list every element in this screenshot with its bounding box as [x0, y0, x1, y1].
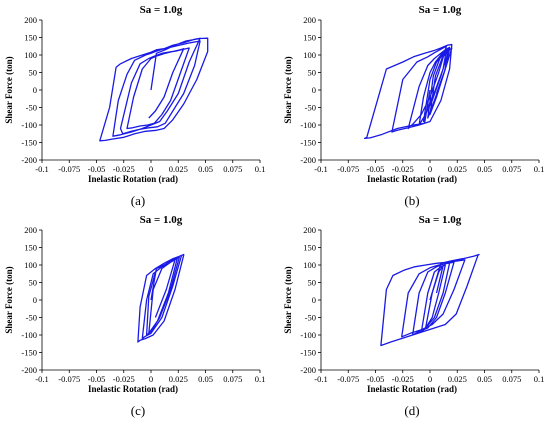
x-tick-label: 0.075 — [502, 374, 521, 384]
y-tick-label: 50 — [308, 278, 317, 288]
y-tick-label: 200 — [24, 15, 37, 25]
x-tick-label: 0.05 — [477, 374, 492, 384]
y-axis-label: Shear Force (ton) — [4, 56, 14, 123]
y-tick-label: 0 — [312, 295, 316, 305]
x-axis-label: Inelastic Rotation (rad) — [367, 384, 457, 394]
hysteresis-series-line — [380, 253, 480, 347]
x-tick-label: 0.025 — [448, 374, 467, 384]
y-tick-label: -50 — [26, 103, 37, 113]
y-tick-label: -150 — [300, 138, 316, 148]
y-tick-label: 200 — [303, 15, 316, 25]
x-tick-label: -0.025 — [113, 374, 135, 384]
y-tick-label: -200 — [300, 365, 316, 375]
x-tick-label: -0.075 — [337, 164, 359, 174]
panel-label: (d) — [404, 403, 419, 418]
y-tick-label: -100 — [300, 330, 316, 340]
x-tick-label: 0.1 — [534, 164, 545, 174]
x-tick-label: 0.075 — [502, 164, 521, 174]
y-tick-label: -50 — [305, 103, 316, 113]
chart-title: Sa = 1.0g — [140, 4, 183, 16]
chart-title: Sa = 1.0g — [140, 214, 183, 226]
y-tick-label: 0 — [33, 295, 37, 305]
y-tick-label: 100 — [303, 50, 316, 60]
x-tick-label: -0.1 — [314, 164, 327, 174]
x-axis-label: Inelastic Rotation (rad) — [88, 384, 178, 394]
hysteresis-series-line — [363, 43, 453, 139]
x-tick-label: 0.05 — [198, 164, 213, 174]
y-tick-label: -150 — [21, 348, 37, 358]
y-tick-label: -150 — [300, 348, 316, 358]
y-axis-label: Shear Force (ton) — [4, 266, 14, 333]
x-tick-label: 0.025 — [448, 164, 467, 174]
y-tick-label: 50 — [29, 278, 38, 288]
panel-label: (b) — [404, 193, 419, 208]
x-tick-label: 0 — [428, 164, 432, 174]
y-tick-label: 150 — [24, 243, 37, 253]
x-tick-label: 0.05 — [198, 374, 213, 384]
y-tick-label: 50 — [29, 68, 38, 78]
x-tick-label: 0.075 — [223, 164, 242, 174]
chart-panel-3: 200 150 100 50 0 -50 -100 -150 -200-0.1 -0.075 -0.… — [4, 214, 265, 418]
x-tick-label: 0 — [149, 374, 153, 384]
chart-panel-4: 200 150 100 50 0 -50 -100 -150 -200-0.1 -0.075 -0.… — [283, 214, 544, 418]
x-tick-label: -0.075 — [58, 164, 80, 174]
y-tick-label: -200 — [21, 365, 37, 375]
y-tick-label: 0 — [33, 85, 37, 95]
y-tick-label: -100 — [21, 330, 37, 340]
x-tick-label: -0.075 — [58, 374, 80, 384]
y-tick-label: -200 — [300, 155, 316, 165]
x-tick-label: -0.025 — [392, 374, 414, 384]
x-tick-label: 0.025 — [169, 374, 188, 384]
hysteresis-series-line — [137, 253, 185, 343]
y-tick-label: -50 — [26, 313, 37, 323]
x-tick-label: 0.05 — [477, 164, 492, 174]
x-axis-label: Inelastic Rotation (rad) — [367, 174, 457, 184]
x-tick-label: 0 — [149, 164, 153, 174]
x-tick-label: -0.05 — [367, 164, 385, 174]
y-tick-label: 50 — [308, 68, 317, 78]
y-axis-label: Shear Force (ton) — [283, 56, 293, 123]
x-tick-label: -0.05 — [88, 164, 106, 174]
y-tick-label: -100 — [300, 120, 316, 130]
panel-label: (a) — [131, 193, 145, 208]
chart-title: Sa = 1.0g — [419, 214, 462, 226]
y-tick-label: 150 — [303, 243, 316, 253]
y-tick-label: -100 — [21, 120, 37, 130]
panel-label: (c) — [131, 403, 145, 418]
x-tick-label: -0.075 — [337, 374, 359, 384]
x-tick-label: 0.1 — [255, 164, 266, 174]
y-tick-label: 100 — [24, 260, 37, 270]
chart-title: Sa = 1.0g — [419, 4, 462, 16]
y-tick-label: -150 — [21, 138, 37, 148]
y-tick-label: 100 — [24, 50, 37, 60]
x-tick-label: 0.1 — [255, 374, 266, 384]
y-tick-label: 200 — [303, 225, 316, 235]
x-tick-label: 0.025 — [169, 164, 188, 174]
y-tick-label: 150 — [303, 33, 316, 43]
y-tick-label: 200 — [24, 225, 37, 235]
x-tick-label: -0.025 — [113, 164, 135, 174]
x-tick-label: 0.1 — [534, 374, 545, 384]
x-tick-label: -0.05 — [88, 374, 106, 384]
y-tick-label: 0 — [312, 85, 316, 95]
y-axis-label: Shear Force (ton) — [283, 266, 293, 333]
y-tick-label: -50 — [305, 313, 316, 323]
x-tick-label: -0.1 — [314, 374, 327, 384]
y-tick-label: 150 — [24, 33, 37, 43]
y-tick-label: -200 — [21, 155, 37, 165]
x-tick-label: -0.1 — [35, 164, 48, 174]
x-tick-label: -0.05 — [367, 374, 385, 384]
x-axis-label: Inelastic Rotation (rad) — [88, 174, 178, 184]
x-tick-label: 0.075 — [223, 374, 242, 384]
x-tick-label: 0 — [428, 374, 432, 384]
chart-panel-1: 200 150 100 50 0 -50 -100 -150 -200-0.1 -0.075 -0.… — [4, 4, 265, 208]
x-tick-label: -0.1 — [35, 374, 48, 384]
chart-panel-2: 200 150 100 50 0 -50 -100 -150 -200-0.1 -0.075 -0.… — [283, 4, 544, 208]
hysteresis-series-line — [99, 37, 209, 142]
y-tick-label: 100 — [303, 260, 316, 270]
x-tick-label: -0.025 — [392, 164, 414, 174]
